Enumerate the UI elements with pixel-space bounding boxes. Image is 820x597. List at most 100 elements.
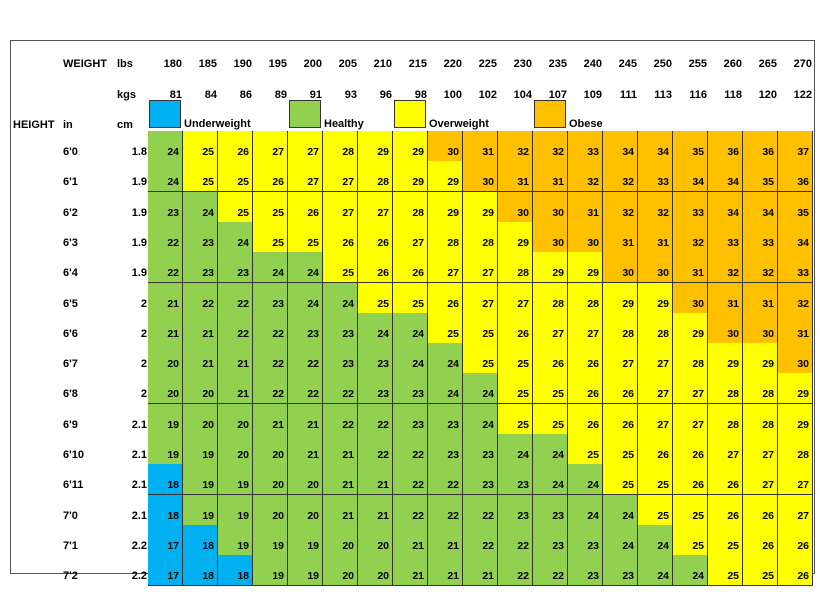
bmi-cell: 19 — [218, 524, 253, 556]
bmi-cell: 28 — [673, 343, 708, 375]
lbs-header-cell: 195 — [268, 58, 287, 70]
bmi-cell: 24 — [183, 191, 218, 223]
bmi-cell: 34 — [708, 161, 743, 193]
bmi-cell: 29 — [568, 252, 603, 284]
height-cm-label: 1.8 — [131, 146, 147, 158]
kgs-header-cell: 111 — [619, 89, 637, 101]
bmi-cell: 25 — [568, 434, 603, 465]
lbs-header-cell: 245 — [618, 58, 637, 70]
bmi-cell: 27 — [533, 312, 568, 344]
lbs-header-cell: 235 — [548, 58, 567, 70]
bmi-cell: 18 — [183, 524, 218, 556]
height-in-label: 6'1 — [63, 176, 78, 189]
height-cm-label: 2.2 — [131, 570, 147, 583]
bmi-cell: 20 — [253, 464, 288, 496]
bmi-cell: 23 — [568, 524, 603, 556]
bmi-cell: 29 — [498, 221, 533, 253]
bmi-cell: 22 — [358, 434, 393, 465]
bmi-cell: 23 — [568, 555, 603, 587]
lbs-header-cell: 265 — [758, 58, 777, 70]
bmi-cell: 28 — [708, 373, 743, 405]
height-in-label: 6'2 — [63, 206, 78, 219]
bmi-cell: 27 — [673, 403, 708, 435]
bmi-cell: 26 — [638, 434, 673, 465]
bmi-cell: 27 — [568, 312, 603, 344]
bmi-cell: 22 — [253, 343, 288, 375]
lbs-header-cell: 240 — [583, 58, 602, 70]
bmi-cell: 29 — [428, 161, 463, 193]
bmi-cell: 23 — [533, 524, 568, 556]
legend-label: Underweight — [184, 118, 251, 130]
height-cm-label: 2.1 — [131, 449, 147, 461]
bmi-cell: 31 — [498, 161, 533, 193]
bmi-cell: 26 — [428, 282, 463, 314]
bmi-cell: 31 — [603, 221, 638, 253]
bmi-cell: 25 — [428, 312, 463, 344]
bmi-cell: 25 — [183, 161, 218, 193]
bmi-cell: 24 — [428, 373, 463, 405]
bmi-cell: 24 — [288, 282, 323, 314]
bmi-cell: 25 — [603, 434, 638, 465]
bmi-cell: 29 — [743, 343, 778, 375]
kgs-header-cell: 122 — [793, 89, 812, 101]
bmi-cell: 21 — [323, 434, 358, 465]
height-in-label: 6'6 — [63, 327, 78, 340]
bmi-cell: 25 — [533, 403, 568, 435]
bmi-cell: 19 — [148, 434, 183, 465]
bmi-cell: 30 — [568, 221, 603, 253]
bmi-cell: 19 — [253, 555, 288, 587]
lbs-header-cell: 205 — [338, 58, 357, 70]
lbs-header-cell: 250 — [653, 58, 672, 70]
bmi-cell: 22 — [393, 464, 428, 496]
bmi-cell: 20 — [183, 373, 218, 405]
kgs-header-cell: 120 — [758, 89, 777, 101]
bmi-cell: 26 — [358, 221, 393, 253]
kgs-header-cell: 96 — [379, 89, 392, 101]
bmi-cell: 27 — [463, 282, 498, 314]
height-cm-label: 1.9 — [131, 176, 147, 189]
bmi-cell: 30 — [778, 343, 813, 375]
bmi-cell: 28 — [743, 403, 778, 435]
bmi-cell: 23 — [253, 282, 288, 314]
bmi-cell: 20 — [288, 464, 323, 496]
bmi-cell: 21 — [148, 312, 183, 344]
bmi-cell: 27 — [708, 434, 743, 465]
bmi-cell: 28 — [638, 312, 673, 344]
bmi-cell: 22 — [463, 494, 498, 526]
bmi-cell: 25 — [673, 494, 708, 526]
kgs-header-cell: 89 — [274, 89, 287, 101]
bmi-cell: 28 — [743, 373, 778, 405]
bmi-cell: 20 — [288, 494, 323, 526]
bmi-cell: 20 — [218, 434, 253, 465]
bmi-cell: 17 — [148, 524, 183, 556]
bmi-cell: 21 — [288, 403, 323, 435]
bmi-cell: 27 — [743, 434, 778, 465]
bmi-cell: 29 — [393, 131, 428, 162]
bmi-cell: 28 — [778, 434, 813, 465]
bmi-cell: 19 — [218, 464, 253, 496]
bmi-cell: 31 — [463, 131, 498, 162]
bmi-cell: 31 — [708, 282, 743, 314]
bmi-cell: 21 — [288, 434, 323, 465]
lbs-header-cell: 185 — [198, 58, 217, 70]
height-in-label: 6'10 — [63, 449, 84, 461]
bmi-cell: 22 — [253, 312, 288, 344]
bmi-cell: 28 — [533, 282, 568, 314]
bmi-cell: 29 — [778, 403, 813, 435]
bmi-cell: 18 — [148, 494, 183, 526]
bmi-cell: 30 — [673, 282, 708, 314]
height-cm-label: 2 — [140, 327, 147, 340]
bmi-cell: 26 — [568, 403, 603, 435]
bmi-cell: 20 — [323, 555, 358, 587]
height-cm-label: 1.9 — [131, 236, 147, 249]
bmi-cell: 27 — [463, 252, 498, 284]
bmi-cell: 25 — [498, 373, 533, 405]
bmi-cell: 22 — [218, 282, 253, 314]
bmi-cell: 32 — [498, 131, 533, 162]
height-cm-label: 2 — [140, 388, 147, 401]
bmi-cell: 33 — [568, 131, 603, 162]
bmi-cell: 33 — [778, 252, 813, 284]
bmi-cell: 26 — [498, 312, 533, 344]
bmi-cell: 33 — [673, 191, 708, 223]
bmi-cell: 30 — [638, 252, 673, 284]
